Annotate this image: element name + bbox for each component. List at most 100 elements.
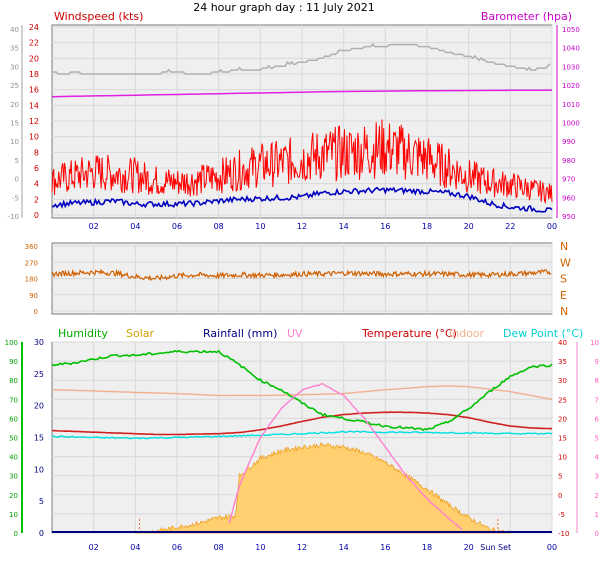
temp-y-tick: -10	[558, 530, 569, 538]
wind-y-tick: 4	[34, 180, 39, 189]
barometer-line	[51, 89, 553, 98]
uv-y-tick: 4	[595, 454, 600, 462]
direction-y-tick: 90	[29, 292, 38, 300]
uv-y-tick: 1	[595, 511, 599, 519]
wind-y-tick: 16	[29, 86, 39, 95]
temperature-humidity-solar-chart: 1009080706050403020100302520151050403530…	[5, 327, 600, 552]
baro-y-tick: 1020	[562, 82, 580, 90]
humidity-y-tick: 100	[5, 339, 18, 347]
wind-x-tick: 02	[89, 222, 99, 231]
wind-y-tick: 8	[34, 148, 39, 157]
uv-y-tick: 5	[595, 435, 599, 443]
humidity-y-tick: 80	[9, 377, 18, 385]
indoor-line	[52, 385, 553, 400]
rain-y-tick: 0	[39, 529, 44, 538]
indoor-label: Indoor	[449, 327, 485, 340]
baro-y-tick: 960	[562, 194, 575, 202]
uv-y-tick: 2	[595, 492, 599, 500]
wind-y-tick: 18	[29, 70, 39, 79]
wind-x-tick: 22	[505, 222, 515, 231]
wind-speed-line	[51, 186, 553, 213]
temp-y-tick: 40	[558, 339, 567, 347]
dew-point-label: Dew Point (°C)	[503, 327, 583, 340]
uv-y-tick: 10	[590, 339, 599, 347]
temp-x-tick: 12	[297, 543, 307, 552]
uv-line	[228, 382, 463, 530]
baro-y-tick: 970	[562, 176, 575, 184]
rain-y-tick: 10	[34, 465, 44, 474]
temp-x-tick: 16	[380, 543, 390, 552]
rain-y-tick: 20	[34, 402, 44, 411]
temp-y-tick: -5	[558, 511, 565, 519]
humidity-y-tick: 50	[9, 435, 18, 443]
compass-label: W	[560, 256, 571, 269]
rain-y-tick: 15	[34, 434, 44, 443]
temp-y-tick: 0	[558, 492, 562, 500]
humidity-line	[51, 349, 553, 432]
wind-x-tick: 00	[547, 222, 557, 231]
wind-x-tick: 04	[130, 222, 140, 231]
wind-y-tick: 20	[29, 54, 39, 63]
wind-x-tick: 08	[214, 222, 224, 231]
gust-y-tick: 10	[10, 138, 19, 146]
humidity-label: Humidity	[58, 327, 108, 340]
gust-y-tick: -10	[8, 213, 19, 221]
temp-x-tick: Sun Set	[480, 543, 511, 552]
uv-y-tick: 6	[595, 415, 600, 423]
temp-x-tick: 20	[464, 543, 474, 552]
solar-area	[134, 442, 511, 534]
wind-x-tick: 06	[172, 222, 182, 231]
temp-y-tick: 30	[558, 377, 567, 385]
wind-y-tick: 24	[29, 23, 39, 32]
humidity-y-tick: 60	[9, 415, 18, 423]
windspeed-axis-label: Windspeed (kts)	[54, 10, 143, 23]
temp-x-tick: 18	[422, 543, 432, 552]
temp-y-tick: 35	[558, 358, 567, 366]
direction-y-tick: 0	[34, 308, 38, 316]
gust-y-tick: 15	[10, 120, 19, 128]
solar-label: Solar	[126, 327, 155, 340]
baro-y-tick: 990	[562, 138, 575, 146]
compass-label: S	[560, 273, 567, 286]
temp-x-tick: 08	[214, 543, 224, 552]
baro-y-tick: 1010	[562, 101, 580, 109]
direction-y-tick: 360	[25, 243, 38, 251]
gust-y-tick: 30	[10, 63, 19, 71]
uv-label: UV	[287, 327, 303, 340]
humidity-y-tick: 20	[9, 492, 18, 500]
direction-y-tick: 180	[25, 276, 38, 284]
wind-x-tick: 14	[339, 222, 349, 231]
temp-x-tick: 00	[547, 543, 557, 552]
humidity-y-tick: 30	[9, 473, 18, 481]
baro-y-tick: 1040	[562, 45, 580, 53]
grey-trace-line	[52, 43, 551, 75]
temp-y-tick: 15	[558, 435, 567, 443]
temp-x-tick: 04	[130, 543, 140, 552]
temp-x-tick: 14	[339, 543, 349, 552]
temp-x-tick: 06	[172, 543, 182, 552]
baro-y-tick: 1030	[562, 63, 580, 71]
temp-y-tick: 5	[558, 473, 562, 481]
wind-x-tick: 18	[422, 222, 432, 231]
gust-y-tick: 20	[10, 101, 19, 109]
gust-y-tick: 5	[15, 157, 19, 165]
temp-y-tick: 20	[558, 415, 567, 423]
humidity-y-tick: 10	[9, 511, 18, 519]
wind-x-tick: 16	[380, 222, 390, 231]
uv-y-tick: 0	[595, 530, 599, 538]
wind-x-tick: 10	[255, 222, 265, 231]
humidity-y-tick: 70	[9, 396, 18, 404]
uv-y-tick: 7	[595, 396, 599, 404]
wind-x-tick: 20	[464, 222, 474, 231]
rain-y-tick: 25	[34, 370, 44, 379]
gust-y-tick: 0	[15, 176, 19, 184]
gust-y-tick: -5	[12, 194, 19, 202]
baro-y-tick: 1050	[562, 26, 580, 34]
humidity-y-tick: 90	[9, 358, 18, 366]
temp-x-tick: 10	[255, 543, 265, 552]
wind-y-tick: 22	[29, 39, 39, 48]
humidity-y-tick: 0	[14, 530, 18, 538]
